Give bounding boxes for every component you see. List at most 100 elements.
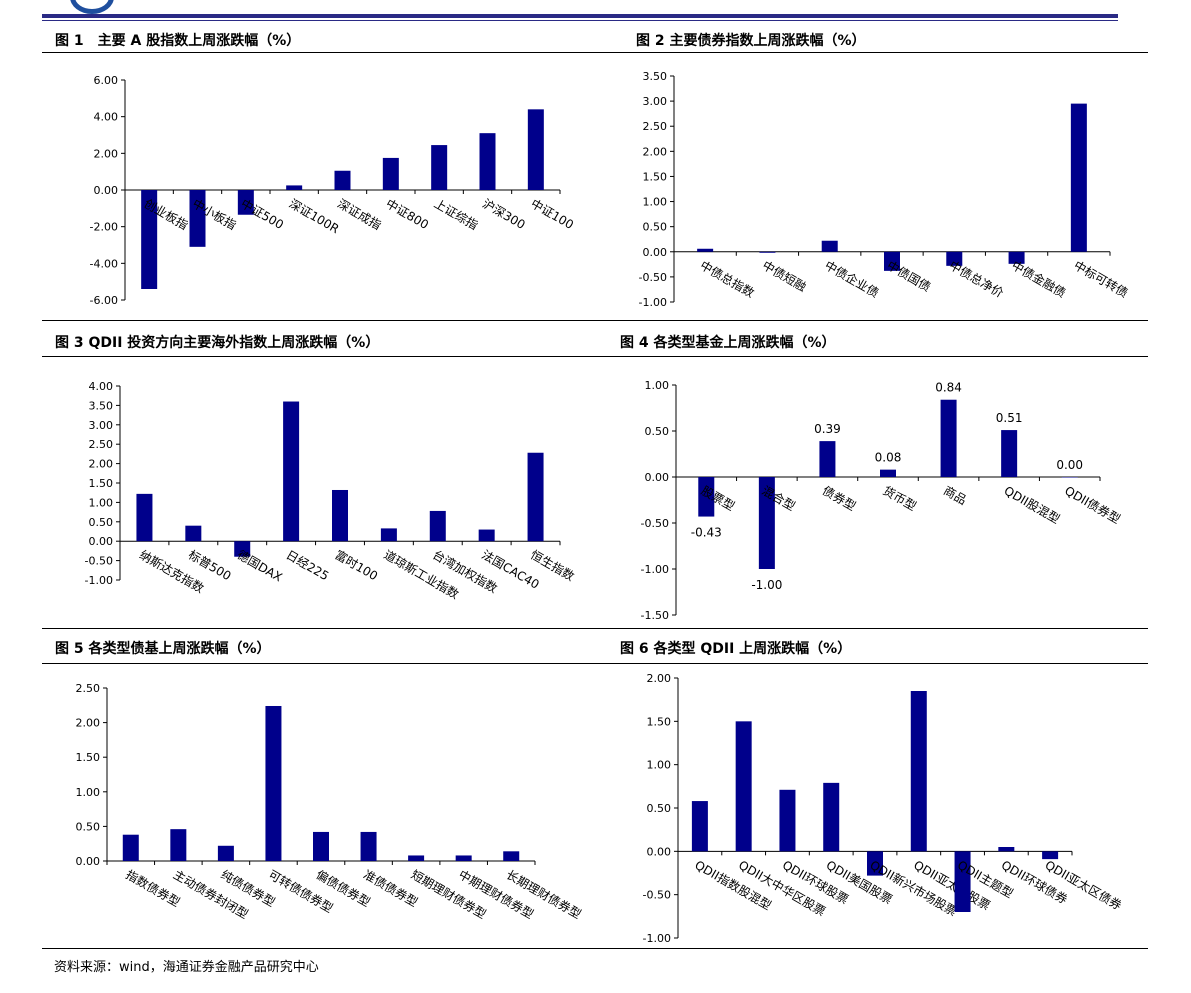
bar xyxy=(1070,103,1087,252)
y-tick-label: 1.50 xyxy=(89,477,114,490)
bar xyxy=(283,401,300,542)
y-tick-label: -1.00 xyxy=(85,574,113,587)
chart-1-svg: 6.004.002.000.00-2.00-4.00-6.00创业板指 中小板指中… xyxy=(90,74,577,307)
chart-title: 图 3 QDII 投资方向主要海外指数上周涨跌幅（%） xyxy=(55,335,380,351)
category-label: 日经225 xyxy=(284,548,332,584)
bar xyxy=(217,845,234,861)
data-label: -1.00 xyxy=(751,578,782,592)
chart-6-svg: 2.00 1.50 1.00 0.50 0.00 -0.50 -1.00 QDII指数股混型 Q… xyxy=(643,672,1125,945)
y-tick-label: 1.50 xyxy=(643,170,668,183)
y-tick-label: 1.50 xyxy=(647,715,672,728)
bar xyxy=(234,541,251,557)
data-label: 0.51 xyxy=(996,411,1023,425)
category-label: 德国DAX xyxy=(235,547,285,585)
y-tick-label: -0.50 xyxy=(641,517,669,530)
y-tick-label: 0.00 xyxy=(647,845,672,858)
bar xyxy=(880,469,896,477)
data-label: -0.43 xyxy=(691,526,722,540)
bar xyxy=(286,185,303,190)
bar xyxy=(189,190,206,247)
category-label: 中债总净价 xyxy=(947,257,1006,300)
bar xyxy=(431,145,448,190)
category-label: 上证综指 xyxy=(432,196,481,233)
category-label: 中债总指数 xyxy=(698,257,757,300)
bar xyxy=(1042,851,1059,860)
bar xyxy=(698,477,715,517)
data-label: 0.08 xyxy=(875,451,902,465)
y-tick-label: 1.00 xyxy=(76,786,101,799)
y-tick-label: -6.00 xyxy=(90,294,118,307)
chart-title: 图 5 各类型债基上周涨跌幅（%） xyxy=(55,641,271,657)
category-label: 商品 xyxy=(941,483,969,508)
divider xyxy=(42,356,1148,357)
y-tick-label: 0.00 xyxy=(94,184,119,197)
bar xyxy=(408,855,425,861)
y-tick-label: 2.00 xyxy=(94,147,119,160)
y-tick-label: -2.00 xyxy=(90,221,118,234)
bar xyxy=(946,251,963,266)
bar xyxy=(527,109,544,190)
bar xyxy=(334,170,351,190)
category-label: 中债国债 xyxy=(885,257,934,294)
category-label: 中债金融债 xyxy=(1009,257,1068,300)
source-note: 资料来源：wind，海通证券金融产品研究中心 xyxy=(54,960,319,975)
chart-3-svg: 4.00 3.50 3.00 2.50 2.00 1.50 1.00 0.50 0.00 -0.5… xyxy=(85,380,578,602)
chart-title: 图 2 主要债券指数上周涨跌幅（%） xyxy=(636,33,866,49)
y-tick-label: 0.00 xyxy=(643,246,668,259)
y-tick-label: 2.00 xyxy=(643,145,668,158)
header-rule-thin xyxy=(42,20,1118,21)
category-label: QDII股混型 xyxy=(1002,483,1062,526)
category-label: 沪深300 xyxy=(480,196,528,232)
divider xyxy=(42,52,1148,53)
bar xyxy=(821,240,838,252)
bar xyxy=(503,851,520,861)
report-header-bar xyxy=(42,0,1118,22)
bar xyxy=(478,529,495,542)
y-tick-label: 2.00 xyxy=(89,458,114,471)
chart-panel-4: 图 4 各类型基金上周涨跌幅（%） 1.00 0.50 0.00 -0.50 -1.00… xyxy=(620,332,1146,622)
category-label: 中债短融 xyxy=(760,257,809,294)
bar xyxy=(170,829,187,861)
category-label: 中证100 xyxy=(528,196,576,232)
y-tick-label: -1.00 xyxy=(641,563,669,576)
y-tick-label: -1.00 xyxy=(639,296,667,309)
chart-5-svg: 2.502.001.501.000.500.00指数债券型主动债券封闭型纯债债券… xyxy=(76,682,584,922)
y-tick-label: 1.00 xyxy=(643,196,668,209)
header-rule-thick xyxy=(42,14,1118,18)
bar xyxy=(1001,430,1018,477)
chart-panel-5: 图 5 各类型债基上周涨跌幅（%） 2.50 2.00 1.50 1.00 0.50 0.… xyxy=(55,638,600,938)
y-tick-label: 1.50 xyxy=(76,751,101,764)
divider xyxy=(42,948,1148,949)
bar xyxy=(455,855,472,861)
y-tick-label: 2.00 xyxy=(76,717,101,730)
y-tick-label: 0.50 xyxy=(647,802,672,815)
y-tick-label: 0.00 xyxy=(89,535,114,548)
bar xyxy=(429,510,446,542)
category-label: 中债企业债 xyxy=(822,257,881,300)
bar xyxy=(940,399,957,477)
chart-title: 图 1 主要 A 股指数上周涨跌幅（%） xyxy=(55,33,301,49)
bar xyxy=(758,477,775,569)
bar xyxy=(759,251,776,253)
bar xyxy=(237,190,254,215)
divider xyxy=(42,628,1148,629)
bar xyxy=(910,691,927,852)
bar xyxy=(998,847,1015,852)
company-logo xyxy=(70,0,114,14)
category-label: 深证成指 xyxy=(335,196,384,233)
bar xyxy=(332,489,348,542)
category-label: 中标可转债 xyxy=(1071,257,1130,300)
bar xyxy=(779,789,796,852)
y-tick-label: 1.00 xyxy=(89,496,114,509)
y-tick-label: 2.50 xyxy=(89,438,114,451)
bar xyxy=(185,525,202,542)
chart-panel-3: 图 3 QDII 投资方向主要海外指数上周涨跌幅（%） 4.00 3.50 3.00… xyxy=(55,332,585,622)
category-label: QDII指数股混型 xyxy=(692,857,774,913)
data-label: 0.84 xyxy=(935,381,962,395)
y-tick-label: 3.50 xyxy=(89,399,114,412)
bar xyxy=(380,528,397,542)
y-tick-label: -0.50 xyxy=(639,271,667,284)
y-tick-label: 0.50 xyxy=(89,516,114,529)
y-tick-label: 0.00 xyxy=(645,471,670,484)
bar xyxy=(122,834,139,861)
